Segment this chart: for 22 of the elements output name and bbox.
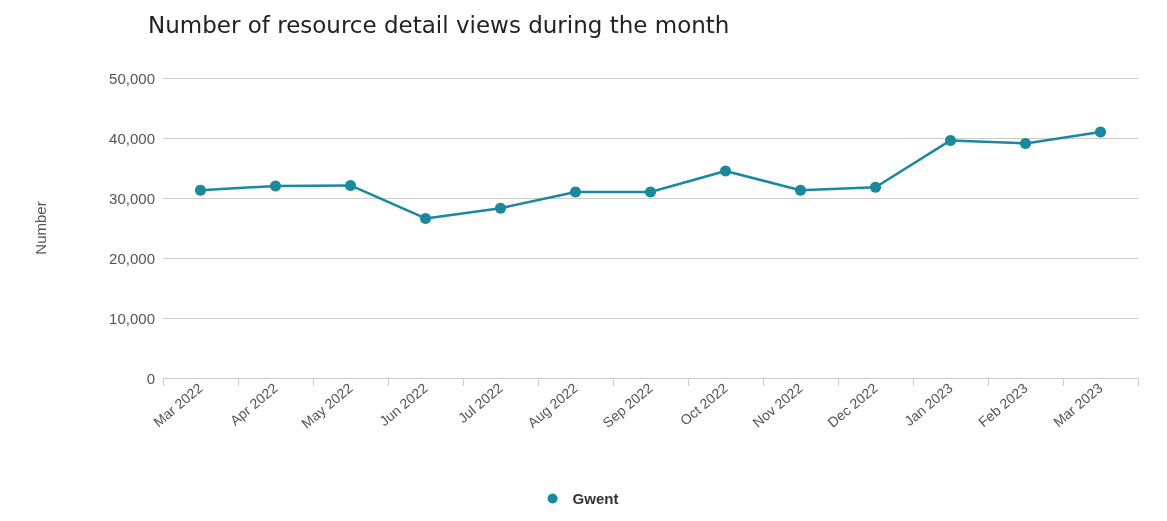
point [645,186,656,198]
point [1095,126,1106,138]
y-tick-label: 50,000 [109,69,155,87]
point [795,184,806,196]
point [570,186,581,198]
legend-label: Gwent [572,490,619,507]
point [945,134,956,146]
point [870,181,881,193]
point [420,212,431,224]
point [270,180,281,192]
y-tick-label: 0 [146,369,155,387]
point [345,179,356,191]
y-tick-label: 10,000 [109,309,155,327]
point [1020,137,1031,149]
y-tick-label: 20,000 [109,249,155,267]
y-axis-title: Number [32,201,49,255]
point [720,165,731,177]
y-tick-label: 30,000 [109,189,155,207]
y-tick-label: 40,000 [109,129,155,147]
chart-title: Number of resource detail views during the month [148,11,730,38]
point [495,202,506,214]
point [195,184,206,196]
